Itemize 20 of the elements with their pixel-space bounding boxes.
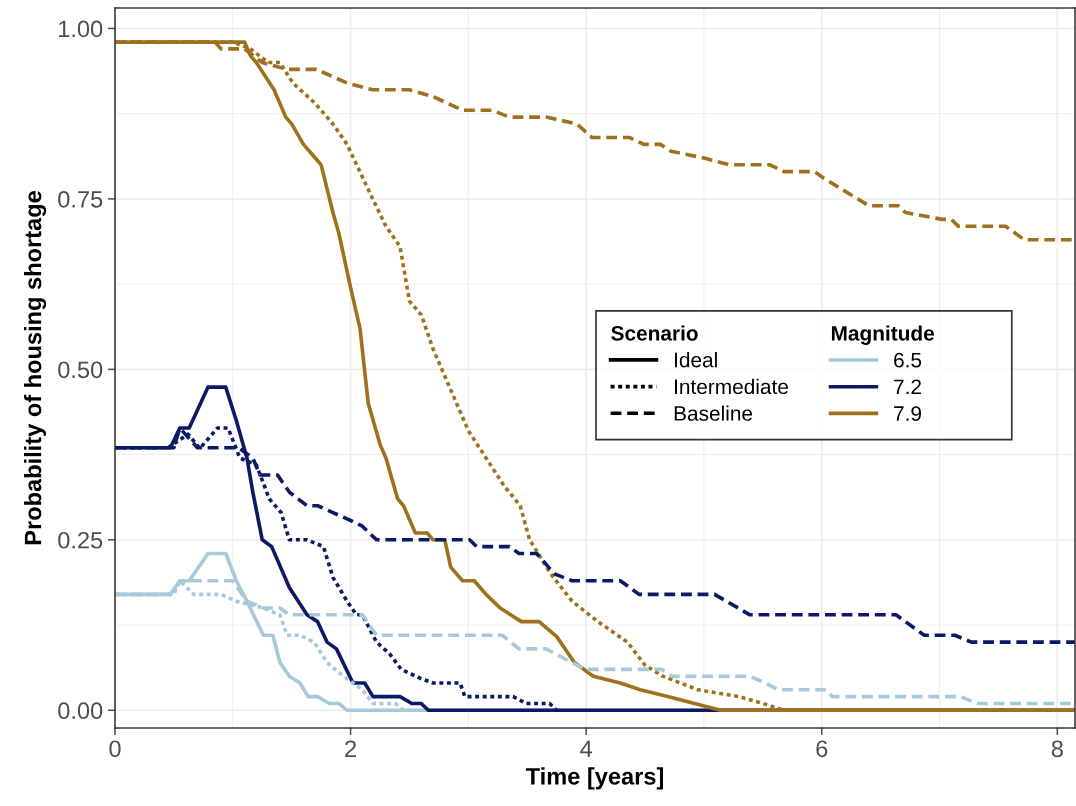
legend-label: Intermediate — [675, 378, 788, 395]
legend-label: 6.5 — [894, 352, 922, 368]
y-tick-label: 0.00 — [58, 702, 103, 720]
legend-label: 7.9 — [894, 406, 922, 421]
text: Scenario — [611, 325, 698, 341]
x-tick-label: 4 — [580, 740, 593, 757]
x-tick-label: 0 — [109, 740, 121, 758]
legend-label: Ideal — [675, 352, 717, 368]
y-tick-label: 0.75 — [58, 190, 103, 208]
legend-label: 7.2 — [894, 379, 921, 394]
x-axis-title: Time [years] — [525, 767, 664, 790]
y-tick-label: 1.00 — [59, 20, 103, 38]
y-axis-title: Probability of housing shortage — [24, 191, 47, 545]
y-tick-label: 0.25 — [58, 531, 103, 549]
x-tick-label: 6 — [816, 740, 828, 758]
x-tick-label: 8 — [1051, 740, 1063, 758]
y-tick-label: 0.50 — [58, 361, 103, 379]
text: Magnitude — [831, 325, 934, 345]
x-tick-label: 2 — [345, 740, 356, 757]
legend-label: Baseline — [674, 405, 753, 421]
